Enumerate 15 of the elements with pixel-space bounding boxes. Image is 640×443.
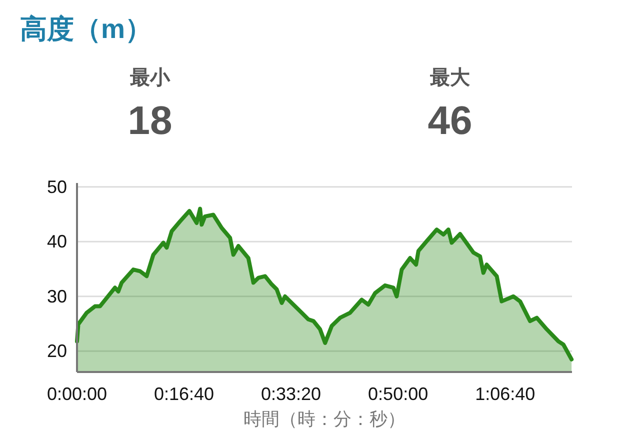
y-tick-label: 40 bbox=[46, 232, 67, 252]
x-tick-label: 0:33:20 bbox=[261, 384, 322, 404]
y-tick-label: 30 bbox=[46, 286, 67, 306]
y-tick-label: 50 bbox=[46, 176, 67, 197]
x-axis-title: 時間（時：分：秒） bbox=[244, 409, 406, 429]
chart-title: 高度（m） bbox=[20, 14, 152, 44]
text: 最大 bbox=[429, 67, 471, 89]
x-tick-label: 0:16:40 bbox=[154, 384, 214, 404]
x-tick-label: 0:00:00 bbox=[46, 384, 108, 404]
text: 18 bbox=[128, 99, 172, 143]
x-tick-label: 1:06:40 bbox=[475, 384, 536, 404]
y-tick-label: 20 bbox=[46, 341, 67, 362]
text: 最小 bbox=[129, 67, 171, 89]
x-tick-label: 0:50:00 bbox=[368, 384, 428, 404]
text: 46 bbox=[428, 99, 472, 143]
